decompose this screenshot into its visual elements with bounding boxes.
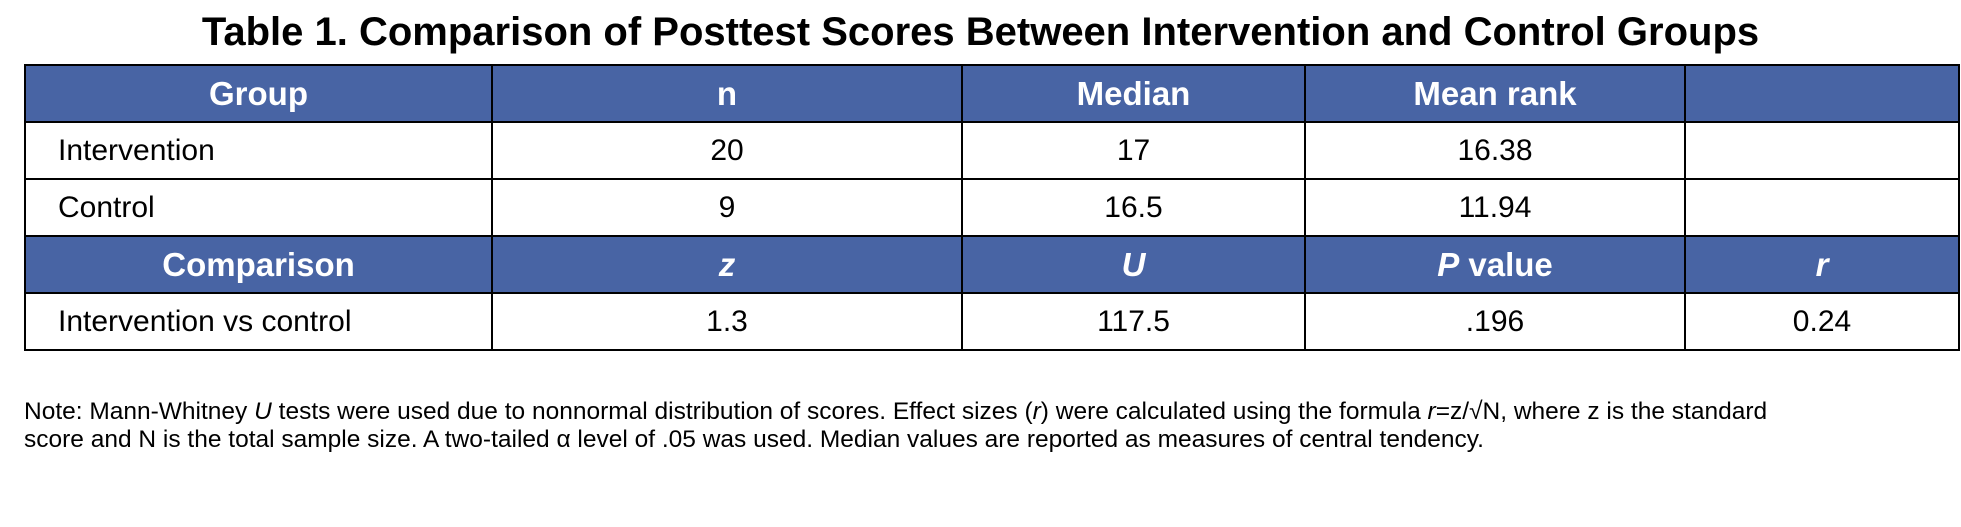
note-line-1: Note: Mann-Whitney U tests were used due… — [24, 398, 1961, 426]
note-text: ) were calculated using the formula — [1040, 398, 1428, 425]
cell-group: Intervention — [24, 121, 493, 180]
cell-r: 0.24 — [1684, 292, 1960, 351]
note-text: tests were used due to nonnormal distrib… — [271, 398, 1033, 425]
cell-group: Control — [24, 178, 493, 237]
cell-z: 1.3 — [491, 292, 963, 351]
table-row: Intervention vs control 1.3 117.5 .196 0… — [24, 292, 1960, 351]
cell-median: 16.5 — [961, 178, 1306, 237]
header-p-italic: P — [1437, 245, 1460, 283]
note-italic-u: U — [254, 398, 272, 425]
table-row: Control 9 16.5 11.94 — [24, 178, 1960, 237]
header-r: r — [1684, 235, 1960, 294]
cell-u: 117.5 — [961, 292, 1306, 351]
note-line-2: score and N is the total sample size. A … — [24, 426, 1484, 453]
note-text: =z/√N, where z is the standard — [1435, 398, 1768, 425]
cell-p-value: .196 — [1304, 292, 1686, 351]
header-u: U — [961, 235, 1306, 294]
header-mean-rank: Mean rank — [1304, 64, 1686, 123]
table-note: Note: Mann-Whitney U tests were used due… — [24, 398, 1961, 454]
cell-mean-rank: 16.38 — [1304, 121, 1686, 180]
header-median: Median — [961, 64, 1306, 123]
header-group: Group — [24, 64, 493, 123]
header-p-value: P value — [1304, 235, 1686, 294]
table-title: Table 1. Comparison of Posttest Scores B… — [201, 10, 1760, 54]
cell-blank — [1684, 178, 1960, 237]
cell-n: 9 — [491, 178, 963, 237]
cell-mean-rank: 11.94 — [1304, 178, 1686, 237]
header-p-rest: value — [1459, 245, 1553, 283]
header-blank — [1684, 64, 1960, 123]
cell-blank — [1684, 121, 1960, 180]
table-row: Intervention 20 17 16.38 — [24, 121, 1960, 180]
note-italic-r: r — [1032, 398, 1041, 425]
comparison-header-row: Comparison z U P value r — [24, 235, 1960, 294]
header-z: z — [491, 235, 963, 294]
group-header-row: Group n Median Mean rank — [24, 64, 1960, 123]
note-italic-r: r — [1427, 398, 1436, 425]
header-comparison: Comparison — [24, 235, 493, 294]
cell-median: 17 — [961, 121, 1306, 180]
note-text: Note: Mann-Whitney — [24, 398, 255, 425]
header-n: n — [491, 64, 963, 123]
results-table: Group n Median Mean rank Intervention 20… — [24, 64, 1960, 351]
cell-comparison: Intervention vs control — [24, 292, 493, 351]
cell-n: 20 — [491, 121, 963, 180]
